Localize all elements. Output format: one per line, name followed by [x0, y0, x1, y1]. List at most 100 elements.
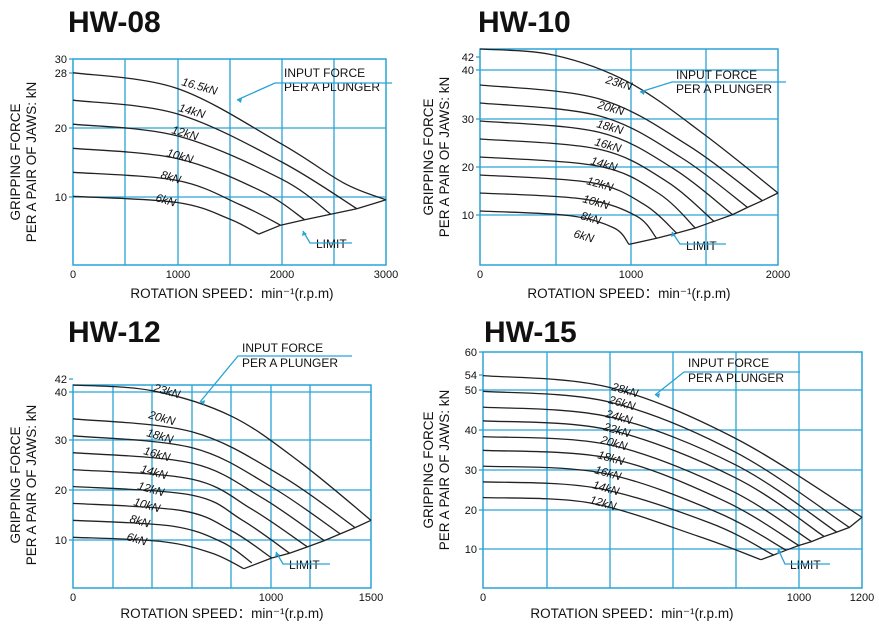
series-label: 18kN [595, 118, 625, 137]
y-tick-label: 42 [462, 52, 474, 64]
series-label: 10kN [581, 193, 611, 212]
x-tick-label: 1000 [787, 592, 811, 604]
x-tick-label: 0 [480, 592, 486, 604]
annotation-line1: INPUT FORCE [676, 68, 757, 82]
series-line [72, 519, 253, 564]
y-axis-label: GRIPPING FORCE PER A PAIR OF JAWS: kN [8, 82, 39, 243]
annotation-arrowhead [640, 90, 645, 95]
series-line [72, 99, 358, 210]
series-line [72, 72, 387, 201]
chart-title: HW-12 [68, 316, 161, 349]
limit-label: LIMIT [316, 237, 347, 251]
series-line [72, 195, 259, 235]
limit-leader [302, 230, 352, 244]
series-line [72, 147, 305, 221]
x-tick-label: 1500 [359, 592, 383, 604]
y-tick-label: 30 [55, 435, 67, 447]
series-label: 16kN [593, 136, 623, 155]
series-line [479, 102, 748, 208]
series-label: 18kN [145, 427, 175, 446]
y-tick-label: 28 [55, 68, 67, 80]
x-axis-label: ROTATION SPEED：min⁻¹(r.p.m) [130, 286, 333, 301]
x-tick-label: 3000 [374, 269, 398, 281]
annotation-line2: PER A PLUNGER [284, 80, 380, 94]
annotation-line2: PER A PLUNGER [676, 82, 772, 96]
x-tick-label: 1200 [850, 592, 874, 604]
y-axis-label-line2: PER A PAIR OF JAWS: kN [24, 82, 39, 243]
y-tick-label: 40 [462, 65, 474, 77]
annotation-arrowhead [237, 98, 242, 103]
series-line [482, 481, 774, 556]
y-axis-label-line1: GRIPPING FORCE [8, 426, 23, 543]
series-line [482, 406, 838, 533]
series-line [479, 174, 678, 234]
y-axis-label-line2: PER A PAIR OF JAWS: kN [437, 390, 452, 551]
limit-label: LIMIT [289, 558, 320, 572]
y-tick-label: 20 [55, 123, 67, 135]
series-line [479, 138, 715, 222]
series-line [72, 536, 245, 570]
annotation-line2: PER A PLUNGER [688, 371, 784, 385]
annotation-line2: PER A PLUNGER [242, 356, 338, 370]
series-line [72, 123, 332, 215]
series-label: 12kN [136, 480, 166, 499]
limit-line [760, 516, 863, 561]
x-tick-label: 2000 [270, 269, 294, 281]
series-label: 16.5kN [180, 76, 219, 98]
y-tick-label: 10 [462, 210, 474, 222]
x-tick-label: 1000 [259, 592, 283, 604]
series-line [479, 192, 658, 239]
y-tick-label: 60 [465, 347, 477, 359]
series-label: 8kN [159, 169, 183, 186]
y-tick-label: 40 [465, 425, 477, 437]
series-line [479, 84, 763, 202]
x-axis-label: ROTATION SPEED：min⁻¹(r.p.m) [530, 606, 733, 621]
series-label: 14kN [139, 463, 169, 482]
series-line [482, 420, 825, 538]
x-tick-label: 1000 [166, 269, 190, 281]
y-tick-label: 20 [462, 162, 474, 174]
limit-arrowhead [671, 232, 676, 237]
limit-leader [275, 551, 330, 565]
x-tick-label: 1000 [619, 269, 643, 281]
annotation-leader [236, 82, 392, 101]
y-axis-label-line1: GRIPPING FORCE [8, 103, 23, 220]
x-tick-label: 0 [70, 269, 76, 281]
annotation-arrowhead [655, 393, 660, 398]
y-tick-label: 10 [55, 535, 67, 547]
chart-title: HW-10 [478, 6, 571, 39]
limit-line [258, 199, 387, 235]
series-line [72, 452, 325, 542]
series-line [482, 390, 850, 528]
series-label: 16kN [142, 445, 172, 464]
x-axis-label: ROTATION SPEED：min⁻¹(r.p.m) [120, 606, 323, 621]
series-label: 8kN [128, 513, 152, 530]
limit-line [628, 192, 779, 246]
series-line [72, 502, 273, 559]
series-line [482, 496, 762, 561]
y-tick-label: 40 [55, 387, 67, 399]
annotation-arrowhead [200, 400, 205, 405]
limit-arrowhead [302, 231, 307, 236]
series-label: 6kN [572, 228, 596, 245]
limit-arrowhead [777, 549, 782, 554]
x-axis-label: ROTATION SPEED：min⁻¹(r.p.m) [527, 286, 730, 301]
annotation-leader [654, 371, 800, 396]
x-tick-label: 0 [477, 269, 483, 281]
y-axis-label: GRIPPING FORCE PER A PAIR OF JAWS: kN [421, 77, 452, 238]
limit-arrowhead [275, 552, 280, 557]
series-label: 12kN [170, 124, 200, 143]
series-label: 6kN [154, 192, 178, 209]
y-axis-label-line2: PER A PAIR OF JAWS: kN [437, 77, 452, 238]
series-line [479, 210, 630, 245]
series-line [72, 468, 308, 548]
series-line [72, 171, 281, 226]
limit-leader [671, 231, 726, 245]
y-axis-label-line1: GRIPPING FORCE [421, 98, 436, 215]
x-tick-label: 2000 [766, 269, 790, 281]
series-line [479, 156, 696, 229]
series-line [72, 485, 290, 554]
